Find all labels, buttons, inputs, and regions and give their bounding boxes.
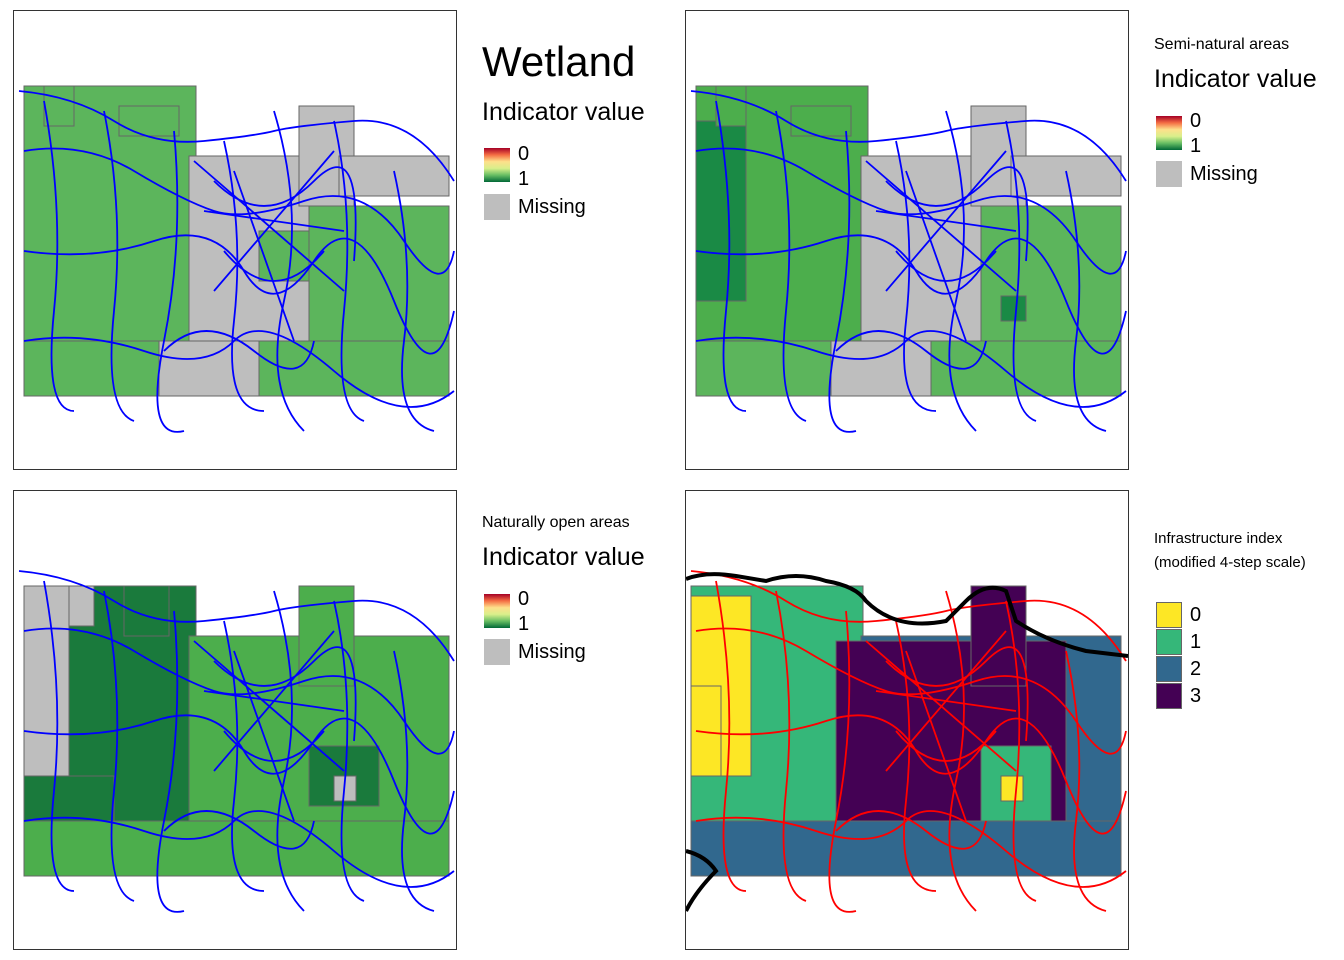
legend-wetland: Wetland Indicator value 0 1 Missing — [482, 0, 682, 260]
roads — [18, 570, 455, 913]
missing-swatch — [484, 194, 510, 220]
panel-title: Semi-natural areas — [1154, 36, 1290, 53]
legend-label-missing: Missing — [518, 196, 586, 218]
gradient-swatch — [484, 148, 510, 182]
legend-label-1: 1 — [518, 168, 530, 190]
swatch-3 — [1156, 683, 1182, 709]
legend-label-1: 1 — [1190, 631, 1202, 653]
legend-title-line1: Infrastructure index — [1154, 530, 1283, 547]
swatch-1 — [1156, 629, 1182, 655]
gradient-swatch — [484, 594, 510, 628]
legend-label-missing: Missing — [1190, 163, 1258, 185]
map-canvas-semi-natural — [690, 85, 1127, 433]
swatch-2 — [1156, 656, 1182, 682]
legend-label-0: 0 — [1190, 110, 1202, 132]
missing-swatch — [484, 639, 510, 665]
legend-label-1: 1 — [518, 613, 530, 635]
legend-label-1: 1 — [1190, 135, 1202, 157]
legend-label-3: 3 — [1190, 685, 1202, 707]
map-canvas-wetland — [18, 85, 455, 433]
map-wetland — [13, 10, 457, 470]
legend-semi-natural: Semi-natural areas Indicator value 0 1 M… — [1154, 0, 1344, 200]
roads — [690, 570, 1127, 913]
map-semi-natural — [685, 10, 1129, 470]
municipal-boundary — [686, 572, 1128, 912]
missing-swatch — [1156, 161, 1182, 187]
legend-title: Indicator value — [1154, 65, 1317, 93]
gradient-swatch — [1156, 116, 1182, 150]
map-naturally-open — [13, 490, 457, 950]
roads — [690, 90, 1127, 433]
legend-label-0: 0 — [518, 143, 530, 165]
grid-cells — [690, 585, 1122, 877]
legend-label-0: 0 — [1190, 604, 1202, 626]
legend-label-2: 2 — [1190, 658, 1202, 680]
map-canvas-naturally-open — [18, 570, 455, 913]
legend-label-0: 0 — [518, 588, 530, 610]
legend-label-missing: Missing — [518, 641, 586, 663]
legend-title: Indicator value — [482, 98, 645, 126]
legend-naturally-open: Naturally open areas Indicator value 0 1… — [482, 500, 682, 680]
panel-title: Naturally open areas — [482, 514, 630, 531]
legend-title-line2: (modified 4-step scale) — [1154, 554, 1306, 571]
map-infrastructure — [685, 490, 1129, 950]
roads — [18, 90, 455, 433]
grid-cells — [23, 85, 450, 397]
swatch-0 — [1156, 602, 1182, 628]
panel-title: Wetland — [482, 38, 636, 85]
map-canvas-infrastructure — [686, 570, 1128, 913]
legend-infrastructure: Infrastructure index (modified 4-step sc… — [1154, 520, 1344, 720]
legend-title: Indicator value — [482, 543, 645, 571]
grid-cells — [695, 85, 1122, 397]
